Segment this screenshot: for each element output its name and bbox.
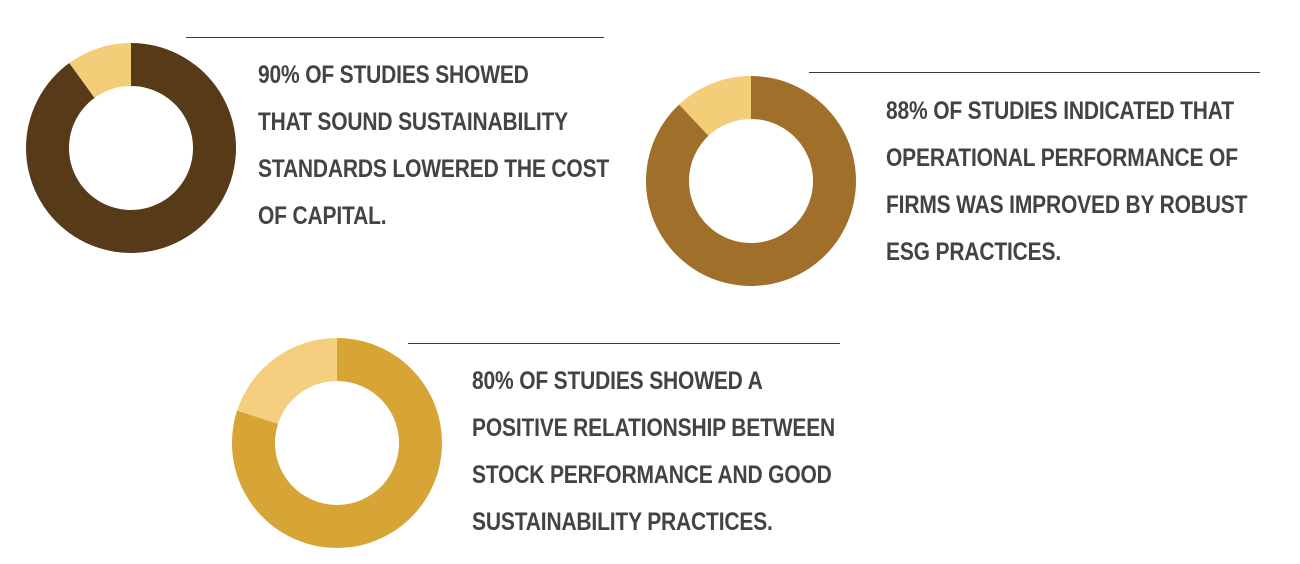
donut-slice-remainder [69,43,131,98]
donut-slice-main [232,338,442,548]
stat-description: 80% OF STUDIES SHOWED A POSITIVE RELATIO… [472,358,835,546]
donut-chart [646,76,856,286]
donut-slice-remainder [237,338,337,424]
stat-text-line: STOCK PERFORMANCE AND GOOD [472,461,832,489]
stat-text-line: OPERATIONAL PERFORMANCE OF [886,144,1238,172]
divider-rule [408,343,840,344]
stat-text-line: SUSTAINABILITY PRACTICES. [472,508,773,536]
donut-slice-main [646,76,856,286]
stat-text-line: FIRMS WAS IMPROVED BY ROBUST [886,191,1248,219]
stat-text-line: OF CAPITAL. [258,202,387,230]
stat-text-line: THAT SOUND SUSTAINABILITY [258,108,569,136]
divider-rule [809,72,1260,73]
divider-rule [186,37,604,38]
stat-description: 88% OF STUDIES INDICATED THAT OPERATIONA… [886,88,1247,276]
donut-slice-main [25,43,237,253]
stat-description: 90% OF STUDIES SHOWED THAT SOUND SUSTAIN… [258,52,609,240]
donut-chart [232,338,442,548]
stat-text-line: 88% OF STUDIES INDICATED THAT [886,97,1234,125]
stat-text-line: 80% OF STUDIES SHOWED A [472,367,763,395]
stat-text-line: POSITIVE RELATIONSHIP BETWEEN [472,414,836,442]
stat-text-line: ESG PRACTICES. [886,238,1062,266]
stat-text-line: 90% OF STUDIES SHOWED [258,61,529,89]
stat-text-line: STANDARDS LOWERED THE COST [258,155,610,183]
donut-chart [25,43,237,253]
donut-slice-remainder [679,76,751,136]
